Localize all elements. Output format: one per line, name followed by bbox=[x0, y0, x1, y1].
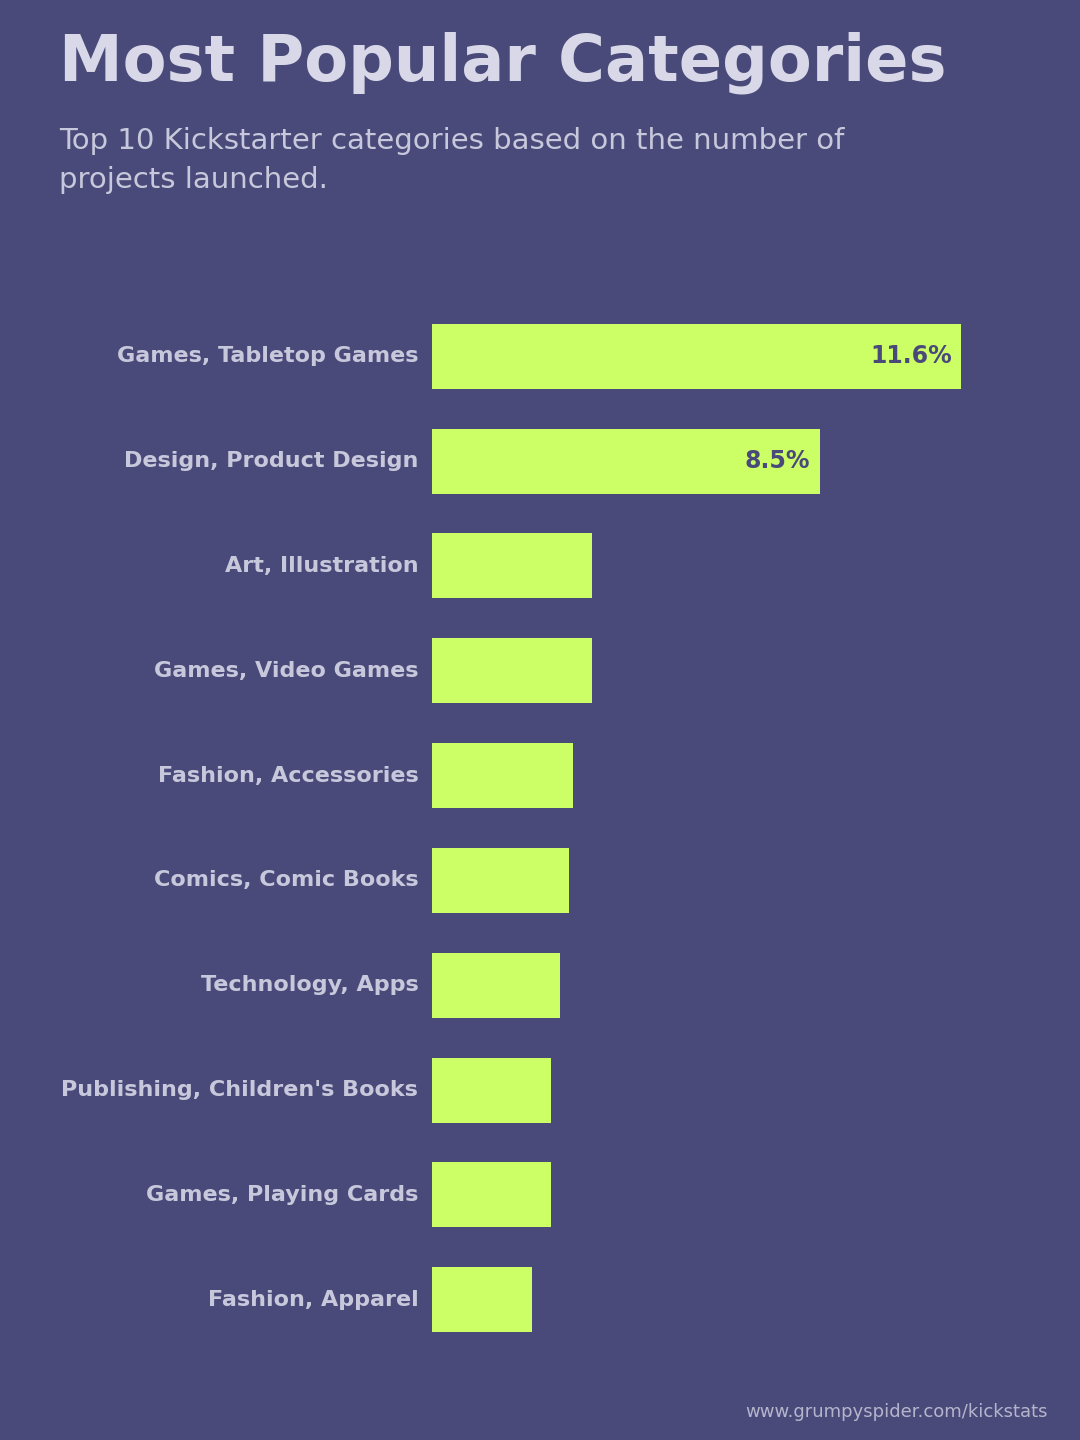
Text: Publishing, Children's Books: Publishing, Children's Books bbox=[62, 1080, 418, 1100]
Text: 3.5%: 3.5% bbox=[600, 658, 666, 683]
Bar bbox=[432, 533, 592, 599]
Bar bbox=[432, 743, 573, 808]
Text: Games, Playing Cards: Games, Playing Cards bbox=[146, 1185, 418, 1205]
Text: Fashion, Accessories: Fashion, Accessories bbox=[158, 766, 418, 786]
Bar bbox=[432, 1162, 551, 1227]
Text: 3.1%: 3.1% bbox=[582, 763, 648, 788]
Bar bbox=[432, 1057, 551, 1123]
Text: Most Popular Categories: Most Popular Categories bbox=[59, 32, 947, 94]
Bar bbox=[432, 848, 569, 913]
Bar bbox=[432, 1267, 532, 1332]
Text: Technology, Apps: Technology, Apps bbox=[201, 975, 418, 995]
Text: 2.8%: 2.8% bbox=[569, 973, 634, 998]
Text: 8.5%: 8.5% bbox=[745, 449, 810, 472]
Text: 3.5%: 3.5% bbox=[600, 554, 666, 577]
Text: Fashion, Apparel: Fashion, Apparel bbox=[207, 1290, 418, 1310]
Text: Comics, Comic Books: Comics, Comic Books bbox=[153, 870, 418, 890]
Text: Art, Illustration: Art, Illustration bbox=[225, 556, 418, 576]
Bar bbox=[432, 953, 559, 1018]
Text: www.grumpyspider.com/kickstats: www.grumpyspider.com/kickstats bbox=[745, 1403, 1048, 1421]
Bar bbox=[432, 638, 592, 703]
Text: 3.0%: 3.0% bbox=[578, 868, 644, 893]
Bar bbox=[432, 429, 820, 494]
Text: 2.6%: 2.6% bbox=[559, 1184, 625, 1207]
Text: 11.6%: 11.6% bbox=[870, 344, 951, 369]
Text: Games, Video Games: Games, Video Games bbox=[153, 661, 418, 681]
Text: 2.2%: 2.2% bbox=[541, 1287, 607, 1312]
Bar bbox=[432, 324, 961, 389]
Text: Games, Tabletop Games: Games, Tabletop Games bbox=[117, 346, 418, 366]
Text: 2.6%: 2.6% bbox=[559, 1079, 625, 1102]
Text: Design, Product Design: Design, Product Design bbox=[124, 451, 418, 471]
Text: Top 10 Kickstarter categories based on the number of
projects launched.: Top 10 Kickstarter categories based on t… bbox=[59, 127, 845, 194]
